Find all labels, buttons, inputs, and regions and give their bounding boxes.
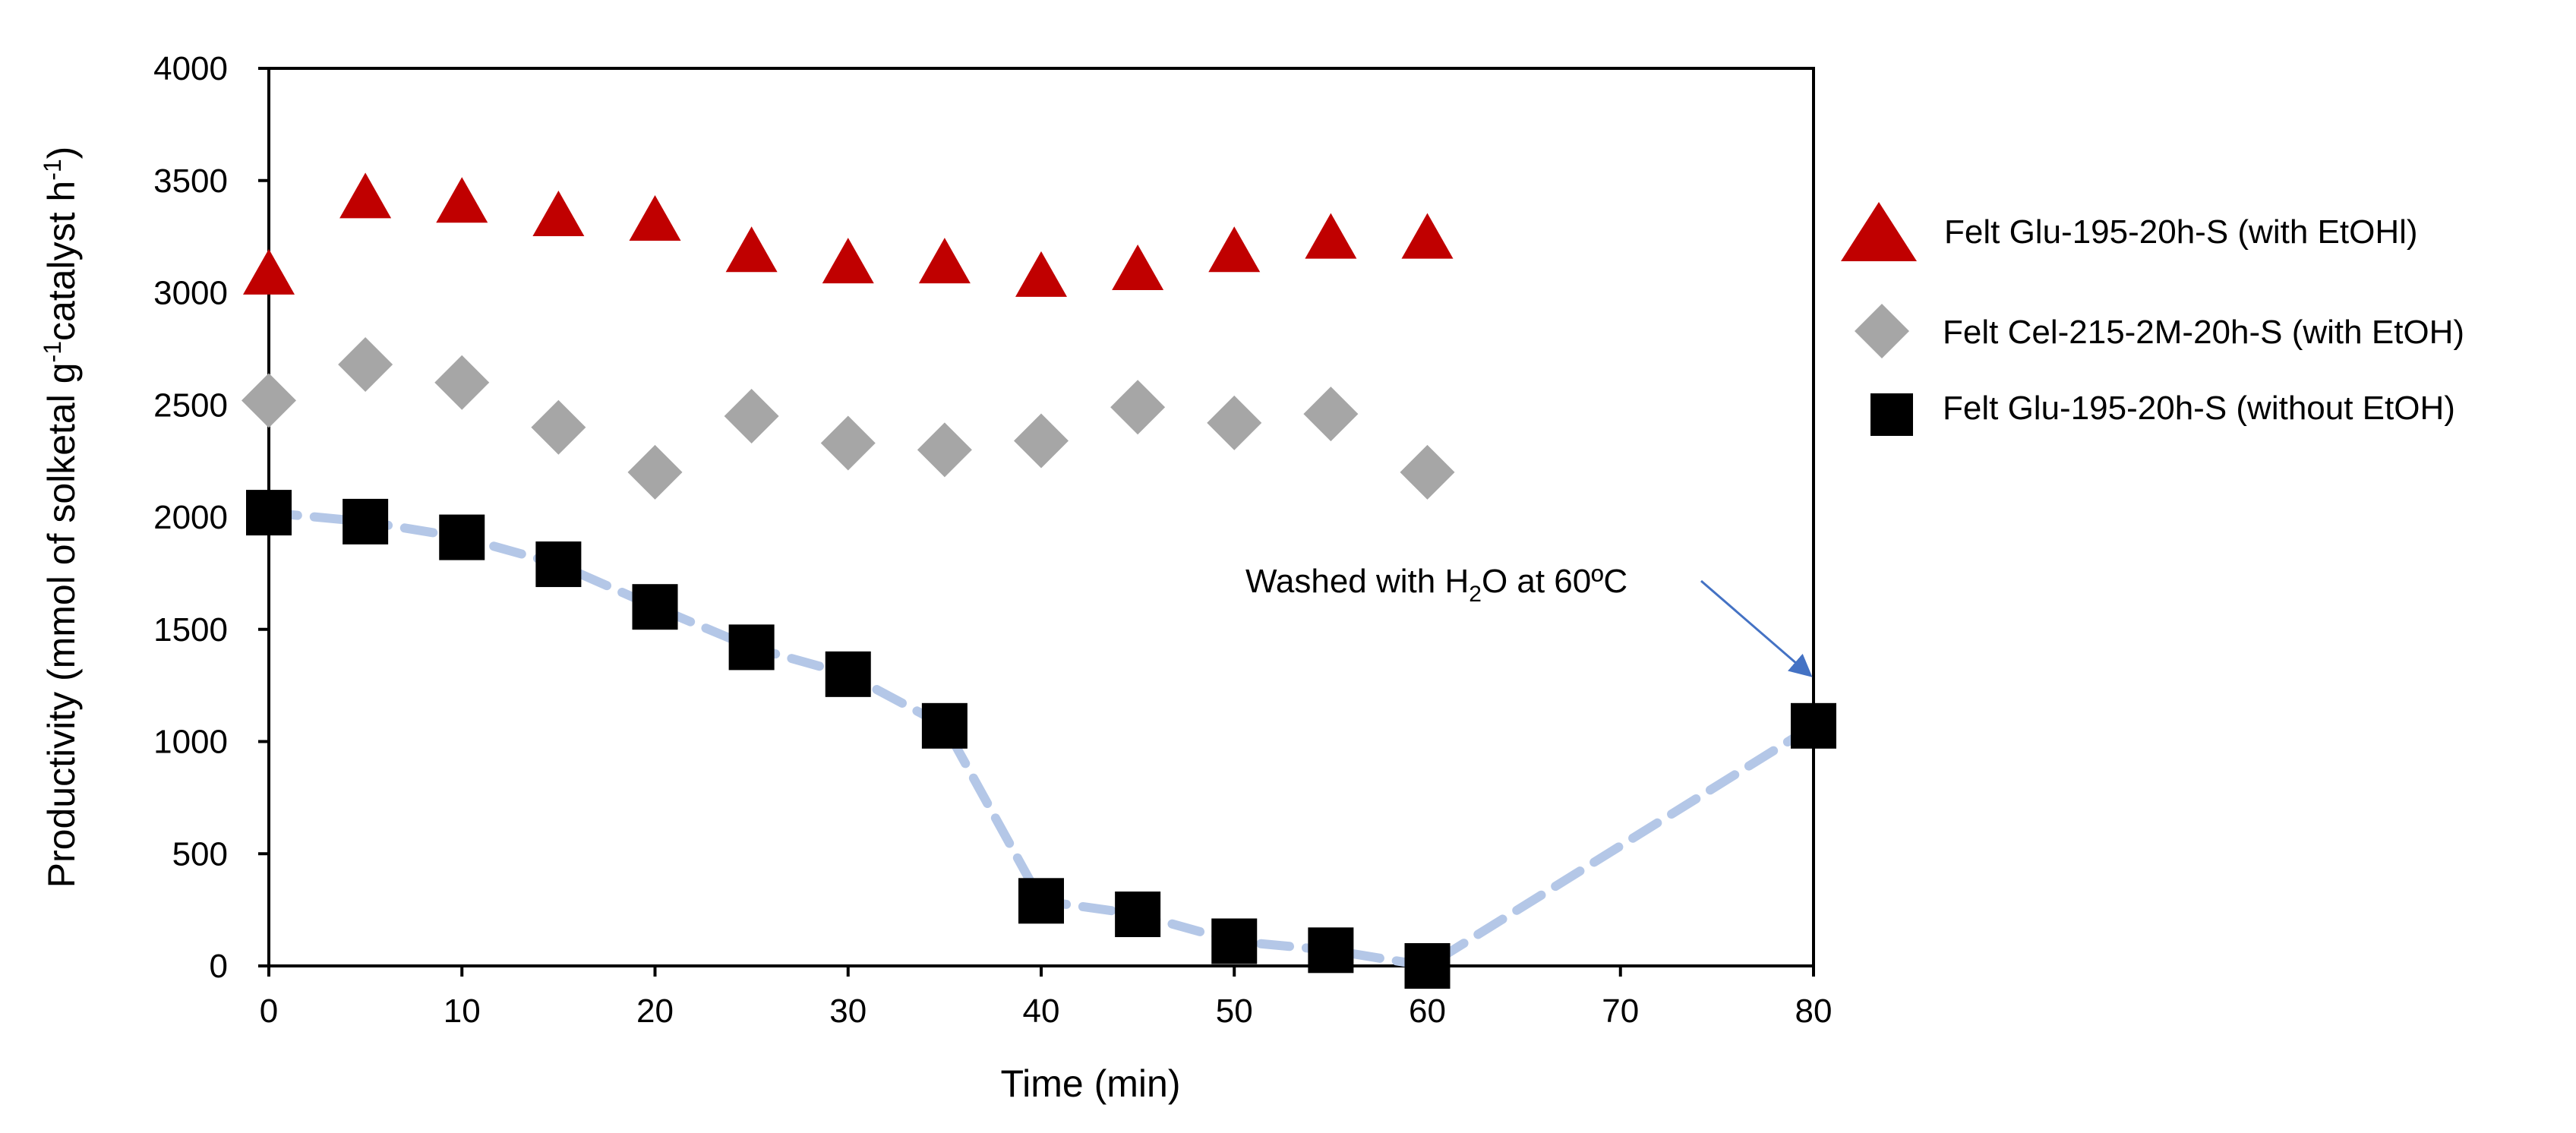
legend-label-series-3: Felt Glu-195-20h-S (without EtOH) — [1943, 390, 2455, 427]
series-2-point — [531, 399, 586, 455]
y-tick-label: 4000 — [153, 50, 228, 87]
y-axis-title-sup-1: -1 — [39, 341, 66, 362]
y-tick-label: 1000 — [153, 724, 228, 761]
y-tick-label: 3500 — [153, 163, 228, 200]
series-3-point — [1115, 892, 1161, 938]
series-2-point — [1400, 444, 1455, 500]
x-axis-title: Time (min) — [1000, 1062, 1180, 1105]
annotation-arrow — [1700, 579, 1813, 677]
x-tick-label: 10 — [444, 993, 481, 1030]
y-tick-label: 3000 — [153, 275, 228, 312]
annotation-text-before: Washed with H — [1245, 563, 1469, 600]
series-3-point — [921, 702, 968, 749]
series-2-point — [627, 444, 683, 500]
series-3-point — [825, 651, 871, 697]
y-tick-label: 2000 — [153, 499, 228, 536]
y-axis-title-main: Productivity (mmol of solketal g — [40, 362, 83, 888]
x-tick-label: 70 — [1602, 993, 1639, 1030]
y-axis-title-end: ) — [40, 147, 83, 159]
series-1-point — [918, 238, 971, 284]
legend: Felt Glu-195-20h-S (with EtOHl) Felt Cel… — [1841, 202, 2464, 436]
series-1-point — [1112, 244, 1164, 290]
series-3-point — [1791, 702, 1836, 749]
series-1-point — [725, 226, 778, 273]
series-2-point — [820, 415, 876, 471]
annotation-text-after: O at 60ºC — [1482, 563, 1627, 600]
series-3-point — [1211, 918, 1258, 964]
series-2-point — [434, 355, 490, 410]
series-1-point — [1305, 213, 1357, 259]
series-points — [242, 172, 1836, 989]
series-3-point — [535, 541, 582, 588]
y-axis-title: Productivity (mmol of solketal g-1cataly… — [39, 147, 83, 888]
series-3-point — [1308, 927, 1354, 974]
series-3-point — [246, 490, 292, 536]
series-3-point — [632, 584, 678, 630]
series-3-point — [1018, 878, 1064, 924]
series-3-point — [439, 514, 485, 560]
legend-marker-triangle — [1841, 202, 1917, 261]
y-tick-label: 2500 — [153, 387, 228, 424]
series-2-point — [1014, 413, 1069, 469]
y-axis-title-sup-2: -1 — [39, 159, 66, 180]
series-1-point — [532, 191, 585, 237]
series-2-point — [724, 389, 779, 444]
series-2-point — [242, 373, 296, 428]
plot-area-frame — [267, 67, 1815, 967]
x-tick-label: 30 — [829, 993, 867, 1030]
legend-label-series-2: Felt Cel-215-2M-20h-S (with EtOH) — [1943, 314, 2464, 351]
legend-marker-square — [1870, 393, 1913, 436]
series-1-point — [243, 248, 295, 295]
x-tick-label: 40 — [1023, 993, 1060, 1030]
series-3-point — [1404, 943, 1451, 989]
x-tick-label: 50 — [1216, 993, 1253, 1030]
legend-marker-diamond — [1855, 304, 1909, 358]
series-1-point — [339, 172, 392, 219]
series-1-point — [629, 194, 681, 241]
series-3-point — [728, 624, 775, 671]
series-2-point — [1110, 380, 1166, 435]
series-1-point — [1015, 251, 1067, 297]
annotation-subscript: 2 — [1469, 582, 1482, 607]
series-2-point — [338, 337, 393, 393]
y-axis-ticks: 0 500 1000 1500 2000 2500 3000 3500 4000 — [153, 50, 269, 985]
series-3-point — [343, 498, 389, 544]
y-tick-label: 1500 — [153, 611, 228, 649]
x-axis-ticks: 0 10 20 30 40 50 60 70 80 — [260, 966, 1833, 1030]
series-1-point — [1401, 213, 1454, 259]
series-1-point — [436, 177, 488, 223]
y-tick-label: 0 — [210, 948, 228, 985]
x-tick-label: 60 — [1409, 993, 1446, 1030]
y-tick-label: 500 — [172, 835, 228, 873]
x-tick-label: 80 — [1795, 993, 1833, 1030]
y-axis-title-middle: catalyst h — [40, 181, 83, 341]
series-2-point — [1303, 387, 1359, 442]
x-tick-label: 20 — [636, 993, 674, 1030]
series-2-point — [1207, 395, 1262, 450]
series-1-point — [822, 238, 874, 284]
legend-label-series-1: Felt Glu-195-20h-S (with EtOHl) — [1944, 213, 2418, 251]
annotation-text: Washed with H2O at 60ºC — [1245, 563, 1627, 607]
series-2-point — [917, 422, 972, 478]
series-1-point — [1208, 226, 1261, 273]
x-tick-label: 0 — [260, 993, 278, 1030]
